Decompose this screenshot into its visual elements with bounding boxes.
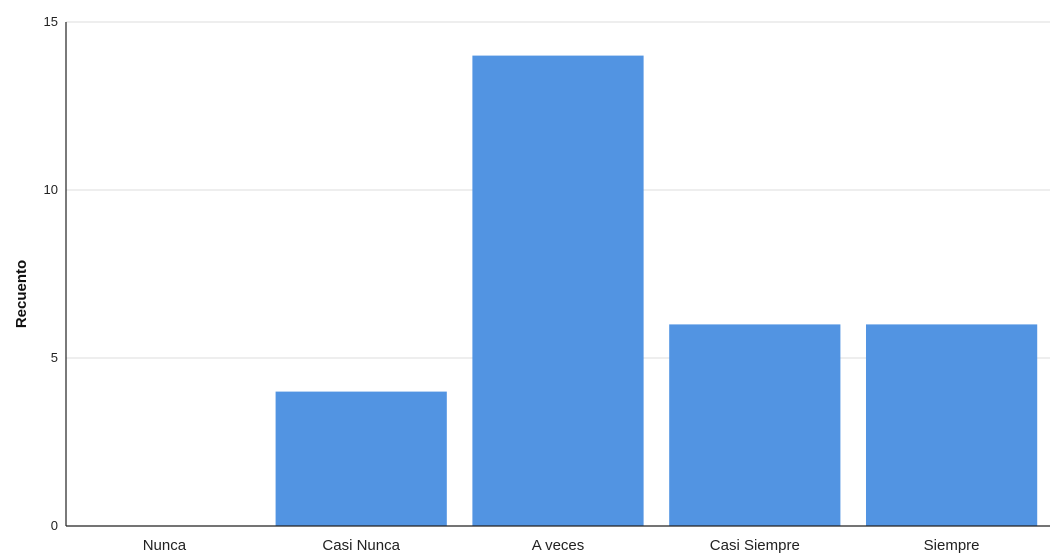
y-tick-label: 0 xyxy=(51,518,58,533)
bars xyxy=(275,55,1038,526)
x-category-label: Casi Siempre xyxy=(710,537,800,554)
bar-siempre xyxy=(865,324,1038,526)
bar-casi-nunca xyxy=(275,391,447,526)
y-tick-label: 15 xyxy=(44,14,58,29)
x-category-label: Siempre xyxy=(924,537,980,554)
y-tick-label: 10 xyxy=(44,182,58,197)
x-category-label: A veces xyxy=(532,537,585,554)
y-tick-label: 5 xyxy=(51,350,58,365)
bar-casi-siempre xyxy=(669,324,841,526)
y-tick-labels: 0 5 10 15 xyxy=(44,14,58,533)
bar-a-veces xyxy=(472,55,644,526)
y-axis-label: Recuento xyxy=(13,260,30,328)
x-category-label: Casi Nunca xyxy=(322,537,400,554)
x-category-label: Nunca xyxy=(143,537,187,554)
x-category-labels: Nunca Casi Nunca A veces Casi Siempre Siempr… xyxy=(143,537,980,554)
